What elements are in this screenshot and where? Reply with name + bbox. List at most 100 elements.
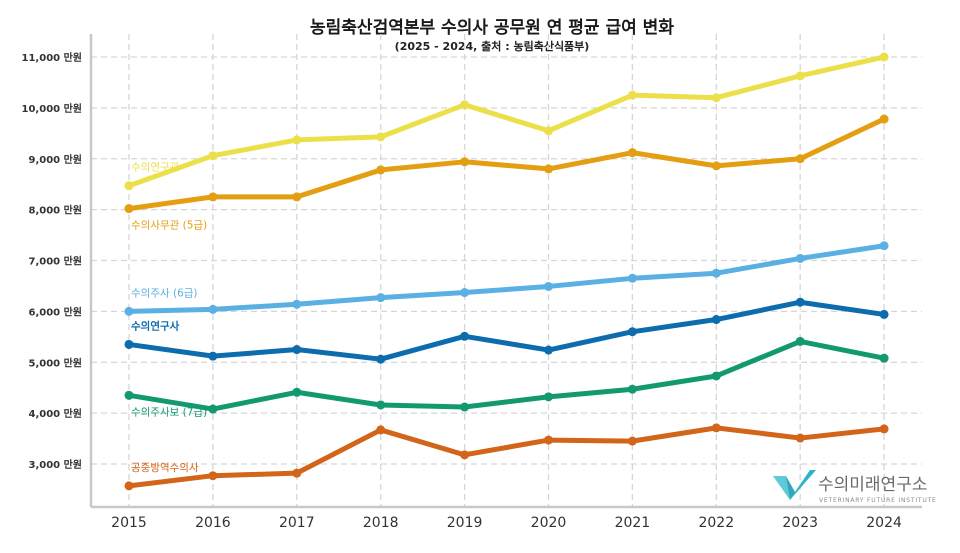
data-point [795, 336, 805, 346]
data-point [627, 436, 637, 446]
series-label: 수의연구사 [131, 319, 180, 332]
data-point [124, 181, 134, 191]
data-point [376, 354, 386, 364]
data-point [292, 299, 302, 309]
x-tick-label: 2021 [615, 515, 651, 531]
x-tick-label: 2019 [447, 515, 483, 531]
series-4 [124, 336, 889, 414]
series-0 [124, 52, 889, 191]
data-point [124, 306, 134, 316]
watermark-name: 수의미래연구소 [818, 475, 927, 495]
series-line [126, 338, 887, 412]
data-point [711, 93, 721, 103]
series-label: 수의연구관 [131, 162, 180, 174]
chart-subtitle: (2025 - 2024, 출처 : 농림축산식품부) [395, 39, 590, 53]
y-tick-label: 10,000 만원 [22, 102, 82, 115]
series-3 [124, 297, 889, 364]
axes [89, 34, 922, 509]
data-point [544, 164, 553, 174]
data-point [460, 450, 470, 460]
y-tick-label: 7,000 만원 [28, 255, 82, 268]
series-line [126, 243, 887, 314]
x-tick-label: 2018 [363, 515, 399, 531]
data-point [124, 481, 134, 491]
y-tick-label: 11,000 만원 [22, 51, 82, 64]
data-point [879, 114, 889, 124]
y-tick-label: 9,000 만원 [28, 153, 82, 166]
y-tick-label: 6,000 만원 [28, 305, 82, 318]
data-point [124, 339, 134, 349]
series-label: 수의주사보 (7급) [131, 406, 207, 418]
data-point [124, 390, 134, 400]
series-1 [124, 114, 889, 214]
data-point [376, 425, 386, 435]
data-point [711, 315, 721, 325]
series-line [126, 425, 887, 489]
data-point [460, 402, 470, 412]
data-point [879, 353, 889, 363]
data-point [376, 165, 386, 175]
data-point [795, 154, 805, 164]
x-tick-label: 2023 [782, 515, 818, 531]
x-tick-label: 2020 [531, 515, 567, 531]
data-point [879, 424, 889, 434]
data-point [460, 288, 470, 298]
data-point [711, 423, 721, 433]
data-point [292, 135, 302, 145]
data-point [627, 327, 637, 337]
data-point [292, 387, 302, 397]
y-tick-label: 8,000 만원 [28, 204, 82, 217]
x-axis-ticks: 2015 2016 2017 2018 2019 2020 2021 2022 2023 2024 [111, 515, 902, 531]
x-tick-label: 2024 [866, 515, 902, 531]
data-point [376, 400, 386, 410]
x-tick-label: 2015 [111, 515, 147, 531]
data-point [795, 71, 805, 81]
data-point [795, 297, 805, 307]
series-2 [124, 241, 889, 316]
data-point [460, 157, 470, 167]
data-point [544, 126, 553, 136]
data-point [292, 345, 302, 355]
data-point [544, 392, 553, 402]
data-point [627, 273, 637, 283]
data-point [795, 433, 805, 443]
data-point [292, 192, 302, 202]
x-tick-label: 2017 [279, 515, 315, 531]
y-tick-label: 3,000 만원 [28, 458, 82, 471]
data-point [879, 309, 889, 319]
data-point [208, 192, 218, 202]
data-point [544, 345, 553, 355]
data-point [627, 148, 637, 158]
data-point [627, 90, 637, 100]
data-point [795, 253, 805, 263]
data-point [711, 371, 721, 381]
series-line [126, 54, 887, 189]
y-tick-label: 4,000 만원 [28, 407, 82, 420]
x-tick-label: 2016 [195, 515, 231, 531]
series-label: 수의사무관 (5급) [131, 220, 207, 232]
series-line [126, 299, 887, 362]
series-line [126, 116, 887, 212]
data-point [208, 351, 218, 361]
y-axis-ticks: 3,000 만원 4,000 만원 5,000 만원 6,000 만원 7,000 만원… [22, 51, 82, 471]
series-5 [124, 423, 889, 491]
data-point [376, 132, 386, 142]
chart-title: 농림축산검역본부 수의사 공무원 연 평균 급여 변화 [310, 18, 674, 38]
y-tick-label: 5,000 만원 [28, 356, 82, 369]
data-point [292, 468, 302, 478]
data-point [460, 331, 470, 341]
data-point [544, 435, 553, 445]
data-point [460, 100, 470, 110]
data-point [208, 304, 218, 314]
series-group [124, 52, 889, 491]
data-point [376, 293, 386, 303]
data-point [711, 161, 721, 171]
data-point [544, 281, 553, 291]
watermark-tagline: VETERINARY FUTURE INSTITUTE [819, 497, 937, 504]
data-point [208, 471, 218, 481]
series-label: 수의주사 (6급) [131, 287, 198, 299]
data-point [879, 52, 889, 62]
series-label: 공중방역수의사 [131, 462, 199, 474]
